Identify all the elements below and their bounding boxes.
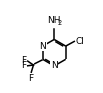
Text: F: F [21,56,26,65]
Text: N: N [39,42,46,51]
Text: 2: 2 [58,20,62,26]
Text: F: F [21,61,26,70]
Text: Cl: Cl [76,37,85,46]
Text: N: N [51,61,58,70]
Text: NH: NH [47,16,61,25]
Text: F: F [28,74,33,83]
